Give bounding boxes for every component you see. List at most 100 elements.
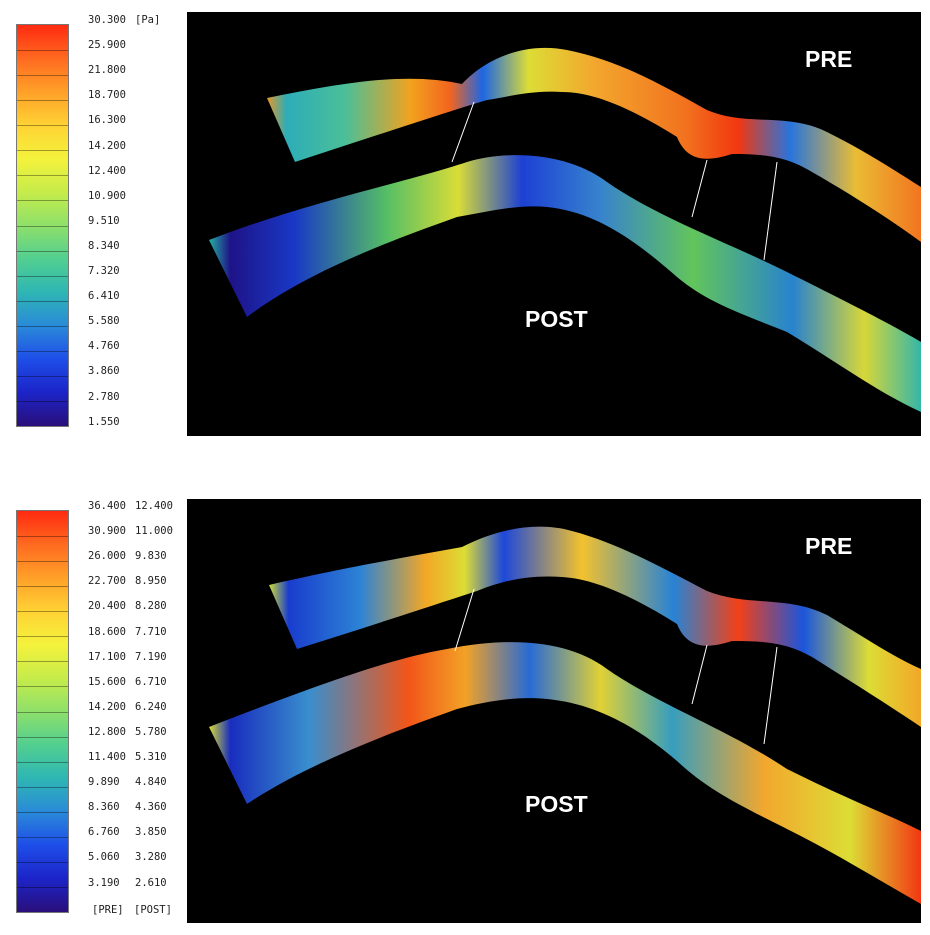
top-post-label: POST — [525, 306, 588, 332]
bottom-post-scale-value: 3.280 — [135, 851, 167, 864]
scale-tick — [17, 50, 68, 51]
scale-tick — [17, 226, 68, 227]
top-vessel-render — [209, 47, 921, 413]
bottom-pre-scale-value: 15.600 — [88, 675, 126, 688]
bottom-pre-scale-value: 20.400 — [88, 600, 126, 613]
top-pre-label: PRE — [805, 46, 853, 72]
scale-tick — [17, 301, 68, 302]
scale-tick — [17, 175, 68, 176]
bottom-correspondence-line — [763, 646, 778, 745]
bottom-post-scale-value: 4.360 — [135, 801, 167, 814]
bottom-post-scale-value: 6.240 — [135, 700, 167, 713]
scale-tick — [17, 561, 68, 562]
scale-tick — [17, 200, 68, 201]
top-pre-vessel — [267, 47, 921, 242]
bottom-correspondence-line — [454, 588, 475, 652]
scale-tick — [17, 812, 68, 813]
scale-tick — [17, 376, 68, 377]
bottom-post-scale-value: 12.400 — [135, 500, 173, 512]
scale-tick — [17, 787, 68, 788]
bottom-pre-scale-value: 3.190 — [88, 876, 120, 889]
bottom-post-footer: [POST] — [134, 904, 172, 916]
scale-tick — [17, 737, 68, 738]
top-scale-value: 21.800 — [88, 64, 126, 77]
bottom-panel: 36.400 12.400 30.900 11.000 26.000 9.830 22.70… — [0, 495, 930, 935]
bottom-post-scale-value: 4.840 — [135, 776, 167, 789]
bottom-correspondence-line — [691, 644, 708, 705]
top-correspondence-line — [451, 101, 475, 163]
top-3d-view: PRE POST — [187, 12, 921, 436]
scale-tick — [17, 712, 68, 713]
bottom-post-scale-value: 9.830 — [135, 550, 167, 563]
scale-tick — [17, 536, 68, 537]
bottom-post-scale-value: 8.280 — [135, 600, 167, 613]
bottom-3d-view: PRE POST — [187, 499, 921, 923]
bottom-post-scale-value: 5.780 — [135, 725, 167, 738]
scale-tick — [17, 611, 68, 612]
top-scale-value: 12.400 — [88, 164, 126, 177]
top-scale-value: 9.510 — [88, 214, 120, 227]
top-scale-value: 1.550 — [88, 415, 120, 428]
scale-tick — [17, 887, 68, 888]
top-scale-value: 4.760 — [88, 340, 120, 353]
bottom-pre-footer: [PRE] — [92, 904, 124, 916]
bottom-pre-scale-value: 17.100 — [88, 650, 126, 663]
bottom-pre-scale-value: 11.400 — [88, 751, 126, 763]
top-color-scale-bar — [16, 24, 69, 427]
top-post-vessel — [209, 155, 921, 413]
bottom-post-scale-value: 6.710 — [135, 675, 167, 688]
bottom-pre-scale-value: 30.900 — [88, 525, 126, 538]
scale-tick — [17, 636, 68, 637]
bottom-pre-scale-value: 9.890 — [88, 776, 120, 789]
top-correspondence-line — [763, 161, 778, 261]
bottom-pre-vessel — [269, 526, 921, 727]
bottom-post-scale-value: 11.000 — [135, 525, 173, 538]
bottom-pre-scale-value: 5.060 — [88, 851, 120, 864]
top-scale-unit: [Pa] — [135, 14, 161, 26]
bottom-pre-label: PRE — [805, 533, 853, 559]
scale-tick — [17, 125, 68, 126]
bottom-pre-scale-value: 36.400 — [88, 500, 126, 512]
scale-tick — [17, 686, 68, 687]
bottom-pre-scale-value: 26.000 — [88, 550, 126, 563]
scale-tick — [17, 661, 68, 662]
bottom-pre-scale-value: 12.800 — [88, 725, 126, 738]
bottom-post-scale-value: 7.710 — [135, 625, 167, 638]
scale-tick — [17, 837, 68, 838]
top-scale-value: 10.900 — [88, 189, 126, 202]
scale-tick — [17, 762, 68, 763]
scale-tick — [17, 100, 68, 101]
scale-tick — [17, 326, 68, 327]
bottom-post-scale-value: 7.190 — [135, 650, 167, 663]
scale-tick — [17, 586, 68, 587]
top-scale-value: 6.410 — [88, 290, 120, 303]
scale-tick — [17, 150, 68, 151]
bottom-pre-scale-value: 18.600 — [88, 625, 126, 638]
bottom-pre-scale-value: 8.360 — [88, 801, 120, 814]
bottom-post-scale-value: 2.610 — [135, 876, 167, 889]
bottom-post-scale-value: 5.310 — [135, 751, 167, 763]
top-scale-value: 3.860 — [88, 365, 120, 378]
top-scale-value: 16.300 — [88, 114, 126, 127]
bottom-color-scale-bar — [16, 510, 69, 913]
scale-tick — [17, 75, 68, 76]
bottom-post-vessel — [209, 642, 921, 904]
top-scale-value: 2.780 — [88, 390, 120, 403]
bottom-pre-scale-value: 22.700 — [88, 575, 126, 588]
bottom-post-scale-value: 3.850 — [135, 826, 167, 839]
scale-tick — [17, 862, 68, 863]
scale-tick — [17, 251, 68, 252]
bottom-post-scale-value: 8.950 — [135, 575, 167, 588]
bottom-pre-scale-value: 6.760 — [88, 826, 120, 839]
scale-tick — [17, 401, 68, 402]
scale-tick — [17, 276, 68, 277]
top-scale-value: 7.320 — [88, 265, 120, 277]
top-scale-value: 25.900 — [88, 39, 126, 52]
top-scale-value: 5.580 — [88, 315, 120, 328]
top-panel: 30.300 25.900 21.800 18.700 16.300 14.200 12.4… — [0, 0, 930, 440]
top-scale-value: 18.700 — [88, 89, 126, 102]
top-scale-value: 8.340 — [88, 239, 120, 252]
bottom-vessel-render — [209, 526, 921, 904]
top-scale-value: 30.300 — [88, 14, 126, 26]
scale-tick — [17, 351, 68, 352]
